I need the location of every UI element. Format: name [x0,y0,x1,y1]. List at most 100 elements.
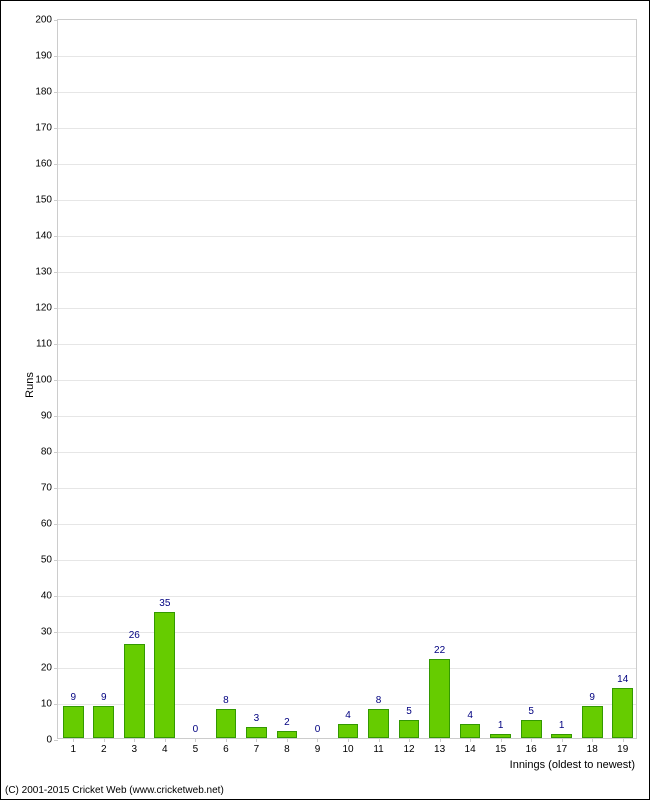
y-tick-label: 20 [41,663,52,674]
bar [429,659,450,738]
y-tick-mark [54,236,58,237]
bar-value-label: 9 [589,692,595,703]
bar-value-label: 8 [223,695,229,706]
y-tick-mark [54,344,58,345]
bar-value-label: 9 [101,692,107,703]
gridline [58,632,636,633]
y-tick-label: 140 [35,231,52,242]
gridline [58,236,636,237]
bar [216,709,237,738]
x-tick-mark [195,738,196,742]
bar-value-label: 26 [129,630,140,641]
bar-value-label: 9 [70,692,76,703]
bar [521,720,542,738]
bar [460,724,481,738]
bar-value-label: 3 [254,713,260,724]
x-tick-label: 13 [434,744,445,755]
x-tick-mark [317,738,318,742]
y-tick-mark [54,740,58,741]
y-tick-label: 90 [41,411,52,422]
y-tick-label: 180 [35,87,52,98]
plot-area: 0102030405060708090100110120130140150160… [57,19,637,739]
gridline [58,92,636,93]
x-tick-mark [592,738,593,742]
y-tick-mark [54,128,58,129]
gridline [58,416,636,417]
y-tick-mark [54,272,58,273]
x-tick-mark [165,738,166,742]
x-tick-mark [134,738,135,742]
bar-value-label: 2 [284,717,290,728]
y-tick-label: 0 [46,735,52,746]
y-tick-mark [54,704,58,705]
y-tick-label: 100 [35,375,52,386]
x-tick-label: 4 [162,744,168,755]
gridline [58,452,636,453]
gridline [58,164,636,165]
bar [154,612,175,738]
x-tick-mark [409,738,410,742]
x-tick-mark [562,738,563,742]
gridline [58,200,636,201]
x-tick-label: 9 [315,744,321,755]
y-tick-label: 10 [41,699,52,710]
gridline [58,380,636,381]
bar [612,688,633,738]
y-tick-mark [54,668,58,669]
y-axis-title: Runs [24,372,36,398]
x-tick-label: 3 [132,744,138,755]
bar [338,724,359,738]
bar [368,709,389,738]
x-axis-title: Innings (oldest to newest) [510,759,635,771]
y-tick-label: 170 [35,123,52,134]
x-tick-label: 10 [342,744,353,755]
y-tick-label: 120 [35,303,52,314]
x-tick-mark [226,738,227,742]
gridline [58,524,636,525]
x-tick-mark [348,738,349,742]
bar [124,644,145,738]
y-tick-mark [54,56,58,57]
x-tick-label: 16 [526,744,537,755]
y-tick-label: 160 [35,159,52,170]
chart-container: 0102030405060708090100110120130140150160… [0,0,650,800]
y-tick-mark [54,524,58,525]
y-tick-mark [54,20,58,21]
x-tick-label: 12 [403,744,414,755]
bar-value-label: 5 [528,706,534,717]
bar-value-label: 14 [617,674,628,685]
y-tick-mark [54,488,58,489]
gridline [58,668,636,669]
x-tick-mark [501,738,502,742]
x-tick-mark [623,738,624,742]
y-tick-mark [54,380,58,381]
y-tick-mark [54,416,58,417]
y-tick-mark [54,200,58,201]
x-tick-mark [73,738,74,742]
bar-value-label: 8 [376,695,382,706]
y-tick-label: 30 [41,627,52,638]
y-tick-label: 150 [35,195,52,206]
x-tick-mark [287,738,288,742]
copyright-footer: (C) 2001-2015 Cricket Web (www.cricketwe… [5,785,224,796]
y-tick-label: 110 [36,339,52,350]
x-tick-label: 6 [223,744,229,755]
gridline [58,272,636,273]
x-tick-label: 17 [556,744,567,755]
x-tick-label: 1 [70,744,76,755]
y-tick-mark [54,92,58,93]
y-tick-label: 60 [41,519,52,530]
gridline [58,704,636,705]
gridline [58,344,636,345]
x-tick-mark [256,738,257,742]
y-tick-label: 130 [35,267,52,278]
y-tick-mark [54,596,58,597]
x-tick-label: 2 [101,744,107,755]
y-tick-mark [54,632,58,633]
x-tick-mark [440,738,441,742]
x-tick-label: 7 [254,744,260,755]
x-tick-mark [470,738,471,742]
gridline [58,488,636,489]
bar-value-label: 5 [406,706,412,717]
y-tick-label: 40 [41,591,52,602]
